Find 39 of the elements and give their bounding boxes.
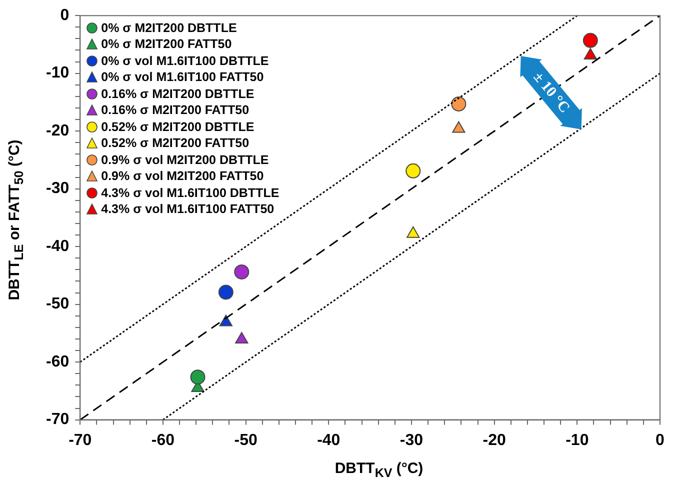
point <box>582 32 598 48</box>
y-tick-label: 0 <box>60 7 70 24</box>
x-tick-label: -20 <box>482 432 506 449</box>
legend-label: 0.9% σ vol M2IT200 FATT50 <box>101 168 264 185</box>
y-tick-label: -40 <box>46 238 70 255</box>
point <box>452 121 466 133</box>
x-tick-label: -70 <box>68 432 92 449</box>
y-tick-label: -70 <box>46 411 70 428</box>
point <box>451 96 466 112</box>
point <box>218 284 234 300</box>
x-tick-label: -50 <box>234 432 258 449</box>
legend-label: 4.3% σ vol M1.6IT100 FATT50 <box>101 201 274 218</box>
legend-label: 0% σ M2IT200 FATT50 <box>101 36 232 53</box>
legend-label: 4.3% σ vol M1.6IT100 DBTTLE <box>101 184 280 202</box>
y-tick-label: -60 <box>46 353 70 370</box>
point <box>406 163 421 178</box>
x-tick-label: 0 <box>656 432 665 449</box>
legend-label: 0.16% σ M2IT200 DBTTLE <box>101 86 254 102</box>
point <box>219 314 232 326</box>
legend-label: 0% σ vol M1.6IT100 DBTTLE <box>101 52 269 70</box>
x-axis-title: DBTT$_{KV}$ (°C) <box>334 460 424 480</box>
y-tick-label: -50 <box>46 296 70 313</box>
legend-label: 0.16% σ M2IT200 FATT50 <box>101 102 250 119</box>
point <box>234 264 250 280</box>
x-tick-label: -40 <box>317 432 340 449</box>
legend-label: 0.9% σ vol M2IT200 DBTTLE <box>101 152 269 168</box>
legend-label: 0.52% σ M2IT200 FATT50 <box>101 135 250 152</box>
point <box>235 332 248 344</box>
y-tick-label: -20 <box>46 122 70 140</box>
y-tick-label: -30 <box>46 180 70 198</box>
x-tick-label: -10 <box>566 432 589 449</box>
annotation: ± 10 °C <box>530 69 572 116</box>
legend-label: 0% σ M2IT200 DBTTLE <box>101 20 237 36</box>
legend-label: 0% σ vol M1.6IT100 FATT50 <box>101 69 264 86</box>
x-tick-label: -60 <box>151 432 175 449</box>
point <box>406 226 420 238</box>
y-tick-label: -10 <box>46 64 70 82</box>
x-tick-label: -30 <box>400 432 424 449</box>
legend-label: 0.52% σ M2IT200 DBTTLE <box>101 118 254 136</box>
